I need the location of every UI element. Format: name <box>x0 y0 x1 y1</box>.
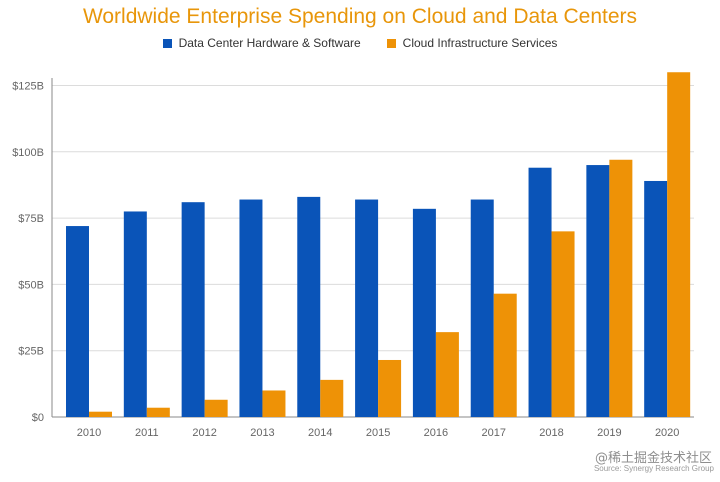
y-tick-label: $75B <box>18 213 44 225</box>
x-tick-label: 2014 <box>308 427 332 439</box>
x-tick-label: 2020 <box>655 427 679 439</box>
bar-datacenter-2019 <box>586 165 610 417</box>
legend: Data Center Hardware & Software Cloud In… <box>0 36 720 50</box>
bar-cloud-2013 <box>262 390 286 417</box>
bar-cloud-2018 <box>551 231 575 417</box>
legend-item-series-2: Cloud Infrastructure Services <box>386 36 558 50</box>
x-tick-label: 2012 <box>192 427 216 439</box>
legend-swatch-blue <box>162 38 172 48</box>
y-tick-label: $0 <box>32 412 44 424</box>
bar-datacenter-2018 <box>528 167 552 417</box>
legend-label-series-2: Cloud Infrastructure Services <box>402 36 558 50</box>
watermark: @稀土掘金技术社区 <box>594 451 712 466</box>
bar-datacenter-2015 <box>355 199 379 417</box>
y-tick-label: $100B <box>12 147 44 159</box>
legend-item-series-1: Data Center Hardware & Software <box>162 36 361 50</box>
x-tick-label: 2019 <box>597 427 621 439</box>
legend-label-series-1: Data Center Hardware & Software <box>178 36 361 50</box>
x-tick-label: 2013 <box>250 427 274 439</box>
bar-cloud-2010 <box>89 411 112 417</box>
x-tick-label: 2015 <box>366 427 390 439</box>
legend-swatch-orange <box>386 38 396 48</box>
x-tick-label: 2016 <box>424 427 448 439</box>
x-tick-label: 2011 <box>135 427 159 439</box>
bar-cloud-2011 <box>146 407 170 417</box>
bar-datacenter-2010 <box>66 226 89 417</box>
bar-cloud-2015 <box>378 359 402 417</box>
bar-cloud-2016 <box>435 332 459 417</box>
source-note: Source: Synergy Research Group <box>593 464 714 473</box>
bar-datacenter-2013 <box>239 199 263 417</box>
y-tick-label: $50B <box>18 279 44 291</box>
bar-datacenter-2016 <box>412 208 436 417</box>
x-tick-label: 2010 <box>77 427 101 439</box>
bar-datacenter-2012 <box>181 202 205 417</box>
bar-cloud-2012 <box>204 399 228 417</box>
bar-cloud-2020 <box>667 72 691 418</box>
bar-datacenter-2020 <box>644 180 668 417</box>
bar-cloud-2014 <box>320 379 344 417</box>
chart-title: Worldwide Enterprise Spending on Cloud a… <box>82 5 638 28</box>
bar-cloud-2019 <box>609 159 633 418</box>
bar-datacenter-2017 <box>470 199 494 417</box>
x-tick-label: 2018 <box>539 427 563 439</box>
bar-datacenter-2011 <box>123 211 147 417</box>
bar-datacenter-2014 <box>297 196 321 417</box>
y-tick-label: $25B <box>18 346 44 358</box>
y-tick-label: $125B <box>12 81 44 93</box>
bar-cloud-2017 <box>493 293 517 417</box>
x-tick-label: 2017 <box>481 427 505 439</box>
